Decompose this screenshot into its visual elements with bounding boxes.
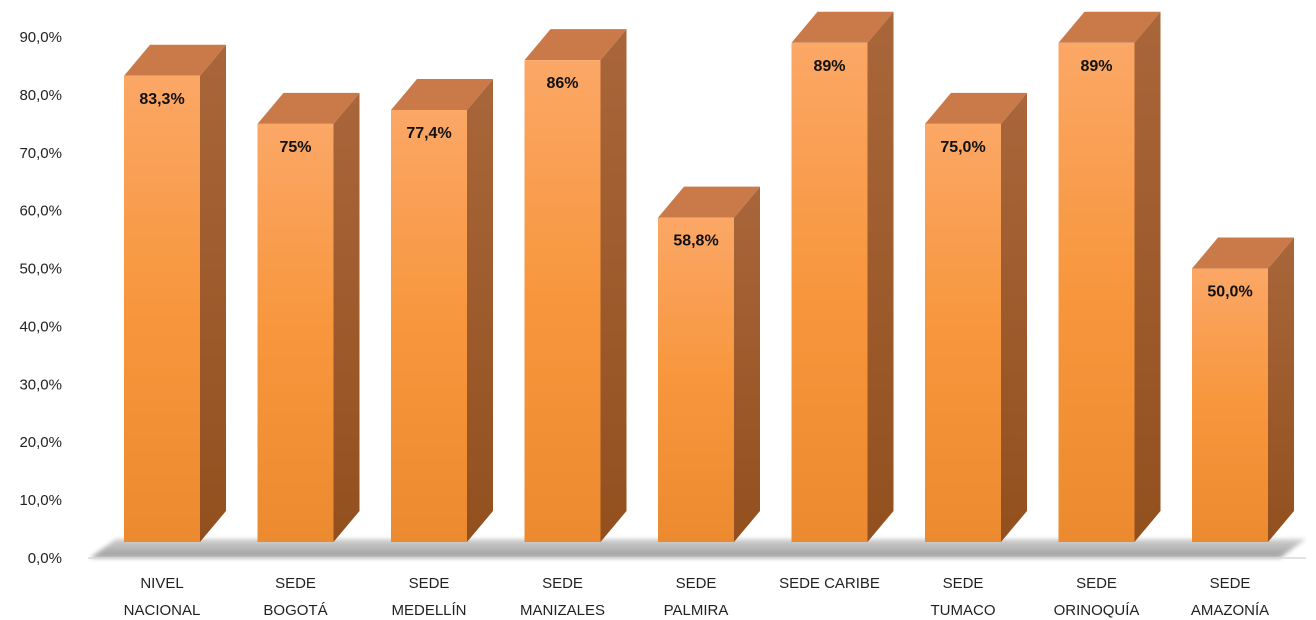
bar-side-face [333,92,360,542]
bar-front-face [524,60,601,543]
bar-front-face [391,109,467,542]
bar [124,44,226,543]
bar [1058,11,1161,543]
y-tick-label: 40,0% [19,318,62,335]
category-label: SEDE [943,575,984,592]
bar [524,29,627,543]
category-label: SEDE [1210,575,1251,592]
bars-layer [124,11,1294,543]
data-label: 50,0% [1207,284,1252,301]
data-label: 83,3% [139,91,184,108]
bar-front-face [1192,268,1268,542]
category-label: SEDE [275,575,316,592]
bar-front-face [791,42,868,543]
axis-layer: 0,0% 10,0% 20,0% 30,0% 40,0% 50,0% 60,0% 70,0% 8… [19,29,1306,567]
data-label: 75,0% [940,139,985,156]
bar-top-face [524,29,627,61]
category-label: MANIZALES [520,602,605,619]
y-tick-label: 20,0% [19,434,62,451]
bar-top-face [257,92,360,124]
floor-layer [90,539,1306,558]
floor-shadow [90,539,1306,558]
y-tick-label: 90,0% [19,29,62,46]
bar [658,186,760,542]
bar-side-face [867,11,894,543]
bar-front-face [658,217,734,542]
category-label: SEDE [676,575,717,592]
y-tick-label: 60,0% [19,203,62,220]
category-label: NIVEL [140,575,183,592]
data-label: 75% [279,139,311,156]
bar-front-face [257,123,334,542]
category-label: AMAZONÍA [1191,602,1269,619]
bar-side-face [200,44,226,543]
y-tick-label: 50,0% [19,261,62,278]
category-label: MEDELLÍN [391,602,466,619]
bar-side-face [1134,11,1161,543]
y-tick-label: 0,0% [28,550,62,567]
y-tick-label: 30,0% [19,376,62,393]
bar-top-face [124,44,226,76]
category-label: SEDE [542,575,583,592]
category-label: ORINOQUÍA [1054,602,1140,619]
bar [925,92,1027,542]
bar-top-face [925,92,1027,124]
category-label: NACIONAL [124,602,201,619]
data-label: 89% [813,58,845,75]
bar [791,11,894,543]
bar-side-face [1268,237,1294,543]
bar-top-face [391,78,493,110]
bar-side-face [1001,92,1027,542]
category-label: BOGOTÁ [263,602,327,619]
bar [1192,237,1294,543]
bar-side-face [734,186,760,542]
data-label: 58,8% [673,233,718,250]
bar [391,78,493,542]
bar-side-face [600,29,627,542]
labels-layer: 83,3% NIVEL NACIONAL 75% SEDE BOGOTÁ 77,4% SEDE… [124,58,1270,619]
y-tick-label: 70,0% [19,145,62,162]
bar-front-face [925,123,1001,542]
bar-front-face [124,75,200,542]
category-label: SEDE [1076,575,1117,592]
bar-top-face [1192,237,1294,269]
category-label: SEDE [409,575,450,592]
y-tick-label: 10,0% [19,492,62,509]
data-label: 77,4% [406,125,451,142]
bar [257,92,360,542]
category-label: SEDE CARIBE [779,575,880,592]
data-label: 89% [1080,58,1112,75]
bar-top-face [658,186,760,218]
bar-side-face [467,78,493,542]
bar-top-face [1058,11,1161,43]
y-tick-label: 80,0% [19,87,62,104]
category-label: TUMACO [931,602,996,619]
bar-top-face [791,11,894,43]
bar-front-face [1058,42,1135,543]
data-label: 86% [546,75,578,92]
category-label: PALMIRA [664,602,729,619]
